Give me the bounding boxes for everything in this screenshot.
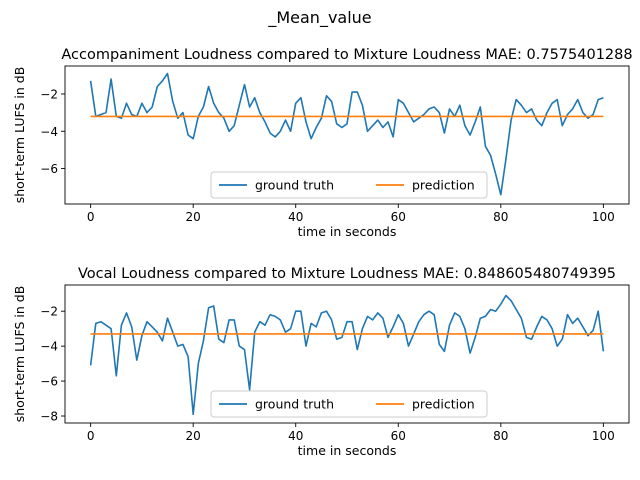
chart2-axes: Vocal Loudness compared to Mixture Loudn…: [12, 266, 630, 458]
chart1-y-tick-label: −4: [40, 125, 58, 139]
chart1-x-tick-label: 80: [493, 210, 508, 224]
chart1-x-axis-label: time in seconds: [298, 224, 397, 239]
chart2-title: Vocal Loudness compared to Mixture Loudn…: [78, 266, 616, 282]
chart1-x-tick-label: 0: [87, 210, 95, 224]
chart2-legend-box: [210, 390, 488, 418]
chart2-y-tick-label: −4: [40, 340, 58, 354]
chart1-x-tick-label: 40: [288, 210, 303, 224]
chart1-x-tick-label: 20: [186, 210, 201, 224]
chart2-x-axis-label: time in seconds: [298, 443, 397, 458]
chart2-x-tick-label: 100: [592, 429, 615, 443]
chart2-y-tick-label: −6: [40, 375, 58, 389]
chart1-legend-label-prediction: prediction: [412, 178, 475, 193]
chart1-frame: [64, 65, 630, 205]
chart1-axes: Accompaniment Loudness compared to Mixtu…: [12, 47, 633, 239]
chart2-x-tick-label: 80: [493, 429, 508, 443]
chart1-y-tick-label: −6: [40, 162, 58, 176]
chart2-series-ground-truth-line: [89, 294, 605, 416]
chart1-y-axis-label: short-term LUFS in dB: [12, 67, 27, 204]
chart1-legend-box: [210, 171, 488, 199]
chart2-x-tick-label: 60: [391, 429, 406, 443]
chart1-series-ground-truth-line: [89, 72, 604, 196]
figure-suptitle: _Mean_value: [267, 8, 371, 28]
chart1-x-tick-label: 100: [592, 210, 615, 224]
chart2-x-tick-label: 20: [186, 429, 201, 443]
chart2-frame: [64, 284, 630, 424]
chart2-x-tick-label: 0: [87, 429, 95, 443]
chart2-legend-label-ground-truth: ground truth: [255, 397, 334, 412]
chart2-y-tick-label: −2: [40, 305, 58, 319]
chart2-x-tick-label: 40: [288, 429, 303, 443]
chart2-y-axis-label: short-term LUFS in dB: [12, 286, 27, 423]
chart1-title: Accompaniment Loudness compared to Mixtu…: [61, 47, 632, 63]
chart1-legend-label-ground-truth: ground truth: [255, 178, 334, 193]
chart1-y-tick-label: −2: [40, 87, 58, 101]
chart2-legend: ground truth prediction: [210, 390, 488, 418]
chart2-y-tick-label: −8: [40, 410, 58, 424]
chart1-x-tick-label: 60: [391, 210, 406, 224]
chart1-legend: ground truth prediction: [210, 171, 488, 199]
chart2-legend-label-prediction: prediction: [412, 397, 475, 412]
